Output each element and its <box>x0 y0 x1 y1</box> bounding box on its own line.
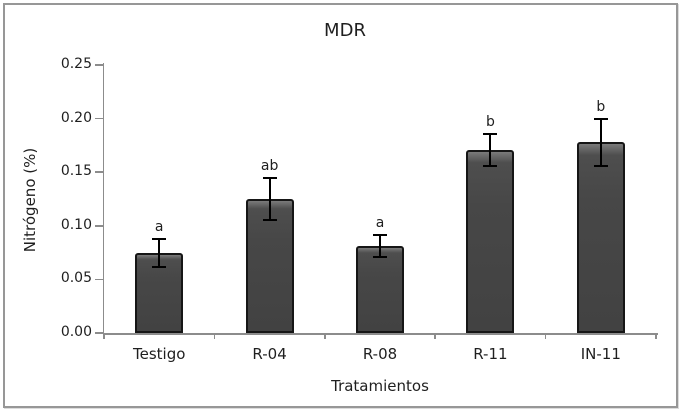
x-category-label-r-11: R-11 <box>473 345 508 363</box>
x-axis-tick <box>655 333 657 339</box>
error-bar-line <box>158 238 161 267</box>
x-axis-title: Tratamientos <box>331 377 429 395</box>
x-axis-line <box>102 333 658 335</box>
bar-r-11 <box>466 149 515 333</box>
error-bar-line <box>379 235 381 257</box>
bar-in-11 <box>576 142 625 333</box>
x-category-label-r-08: R-08 <box>362 345 398 363</box>
significance-letter-r-11: b <box>485 113 495 130</box>
y-axis-tick <box>95 278 103 281</box>
error-bar-cap-top <box>373 234 387 237</box>
chart-title: MDR <box>324 20 366 41</box>
y-axis-line <box>102 63 104 337</box>
error-bar-cap-bottom <box>152 265 167 268</box>
x-axis-tick <box>103 333 105 339</box>
y-tick-label: 0.05 <box>60 270 92 287</box>
significance-letter-in-11: b <box>596 98 606 115</box>
y-tick-label: 0.20 <box>60 109 92 126</box>
x-category-label-in-11: IN-11 <box>580 345 621 363</box>
error-bar-cap-top <box>262 176 277 179</box>
error-bar-cap-bottom <box>483 164 498 167</box>
y-axis-tick <box>95 171 103 173</box>
significance-letter-testigo: a <box>154 218 164 235</box>
chart-outer-border <box>3 3 678 408</box>
y-axis-tick <box>95 117 103 120</box>
y-tick-label: 0.10 <box>60 216 92 233</box>
error-bar-line <box>489 133 492 166</box>
error-bar-cap-top <box>593 117 608 120</box>
x-axis-tick <box>324 333 326 339</box>
x-category-label-testigo: Testigo <box>132 345 186 363</box>
error-bar-cap-bottom <box>593 164 608 167</box>
error-bar-cap-bottom <box>262 219 277 222</box>
bar-r-08 <box>356 246 404 333</box>
y-axis-tick <box>95 332 103 334</box>
y-axis-tick <box>95 225 103 227</box>
y-axis-title: Nitrógeno (%) <box>21 147 39 253</box>
x-axis-tick <box>544 333 547 339</box>
x-axis-tick <box>434 333 436 339</box>
error-bar-cap-top <box>483 132 498 135</box>
significance-letter-r-04: ab <box>260 157 279 174</box>
y-tick-label: 0.15 <box>60 163 92 180</box>
y-tick-label: 0.00 <box>60 324 92 340</box>
error-bar-cap-bottom <box>373 255 387 258</box>
x-category-label-r-04: R-04 <box>252 345 287 363</box>
error-bar-cap-top <box>152 237 167 240</box>
error-bar-line <box>599 118 602 166</box>
x-axis-tick <box>213 333 216 339</box>
y-axis-tick <box>95 64 103 66</box>
error-bar-line <box>268 177 271 221</box>
y-tick-label: 0.25 <box>60 56 92 72</box>
significance-letter-r-08: a <box>375 215 385 232</box>
